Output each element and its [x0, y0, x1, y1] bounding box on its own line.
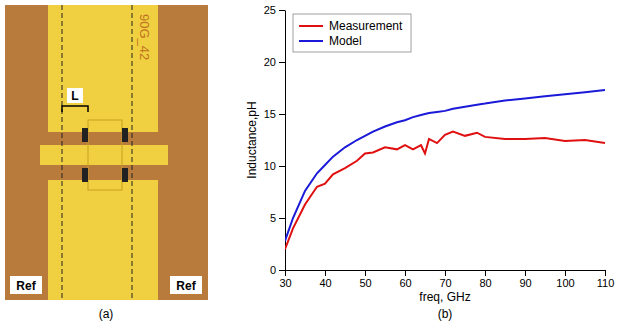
top-pad — [48, 5, 158, 132]
y-tick-mark — [279, 10, 285, 11]
substrate — [5, 5, 208, 300]
y-tick-label: 25 — [264, 4, 276, 16]
x-tick-label: 50 — [359, 277, 371, 289]
x-tick-mark — [605, 270, 606, 276]
ref-plane — [132, 5, 133, 300]
y-tick-mark — [279, 166, 285, 167]
y-tick-mark — [279, 114, 285, 115]
x-tick: 70 — [439, 270, 451, 289]
y-tick: 20 — [264, 56, 285, 68]
x-tick-mark — [285, 270, 286, 276]
x-tick: 30 — [279, 270, 291, 289]
y-tick: 0 — [270, 264, 285, 276]
legend-box — [293, 14, 411, 52]
legend-label: Measurement — [329, 19, 403, 33]
x-tick: 60 — [399, 270, 411, 289]
y-tick: 15 — [264, 108, 285, 120]
legend-swatch — [299, 25, 323, 27]
y-tick: 5 — [270, 212, 285, 224]
x-axis: 30 40 50 60 70 80 90 100 110 — [279, 270, 614, 289]
x-tick-label: 40 — [319, 277, 331, 289]
ref-label-bg — [10, 276, 42, 294]
x-tick-label: 110 — [597, 277, 615, 289]
middle-strip — [40, 145, 168, 165]
bottom-pad — [48, 180, 158, 300]
y-tick-mark — [279, 218, 285, 219]
via — [122, 128, 128, 142]
x-tick: 90 — [519, 270, 531, 289]
y-tick: 10 — [264, 160, 285, 172]
x-tick-mark — [485, 270, 486, 276]
panel-label: (b) — [438, 307, 453, 321]
ref-label: Ref — [16, 279, 36, 293]
via — [82, 168, 88, 182]
y-tick-label: 15 — [264, 108, 276, 120]
y-tick-label: 10 — [264, 160, 276, 172]
x-tick-mark — [325, 270, 326, 276]
x-tick-mark — [405, 270, 406, 276]
legend-label: Model — [329, 34, 362, 48]
via — [82, 128, 88, 142]
via — [122, 168, 128, 182]
series-line — [285, 132, 605, 250]
x-tick-mark — [365, 270, 366, 276]
x-tick: 80 — [479, 270, 491, 289]
y-tick: 25 — [264, 4, 285, 16]
ref-label-bg — [170, 276, 202, 294]
length-label: L — [71, 89, 78, 103]
x-tick: 110 — [597, 270, 615, 289]
panel-b: 30 40 50 60 70 80 90 100 110 0 5 10 15 20 25 freq, GHz I… — [245, 4, 614, 321]
series-line — [285, 90, 605, 241]
ref-plane — [62, 5, 63, 300]
figure: L 90G_42 Ref Ref (a) 30 40 50 60 70 80 90 100 110 0 5 10… — [0, 0, 625, 330]
plot-lines — [285, 90, 605, 249]
legend: MeasurementModel — [293, 14, 411, 52]
x-tick-mark — [525, 270, 526, 276]
x-tick-label: 60 — [399, 277, 411, 289]
x-tick-label: 90 — [519, 277, 531, 289]
panel-label: (a) — [99, 307, 114, 321]
y-tick-label: 5 — [270, 212, 276, 224]
y-tick-mark — [279, 270, 285, 271]
x-tick-label: 30 — [279, 277, 291, 289]
x-axis-title: freq, GHz — [419, 290, 470, 304]
x-tick-mark — [445, 270, 446, 276]
inductor-body — [88, 120, 122, 190]
x-tick-mark — [565, 270, 566, 276]
x-tick-label: 100 — [556, 277, 574, 289]
length-label-bg — [67, 88, 83, 103]
y-tick-mark — [279, 62, 285, 63]
y-tick-label: 0 — [270, 264, 276, 276]
panel-a: L 90G_42 Ref Ref (a) — [5, 5, 208, 321]
chip-label: 90G_42 — [137, 14, 152, 60]
x-tick: 50 — [359, 270, 371, 289]
x-tick: 40 — [319, 270, 331, 289]
y-axis: 0 5 10 15 20 25 — [264, 4, 286, 276]
x-tick-label: 80 — [479, 277, 491, 289]
x-tick-label: 70 — [439, 277, 451, 289]
length-bracket — [62, 106, 88, 112]
ref-label: Ref — [176, 279, 196, 293]
y-tick-label: 20 — [264, 56, 276, 68]
y-axis-line — [285, 11, 286, 271]
y-axis-title: Inductance,pH — [245, 101, 259, 178]
x-tick: 100 — [556, 270, 574, 289]
legend-swatch — [299, 40, 323, 42]
